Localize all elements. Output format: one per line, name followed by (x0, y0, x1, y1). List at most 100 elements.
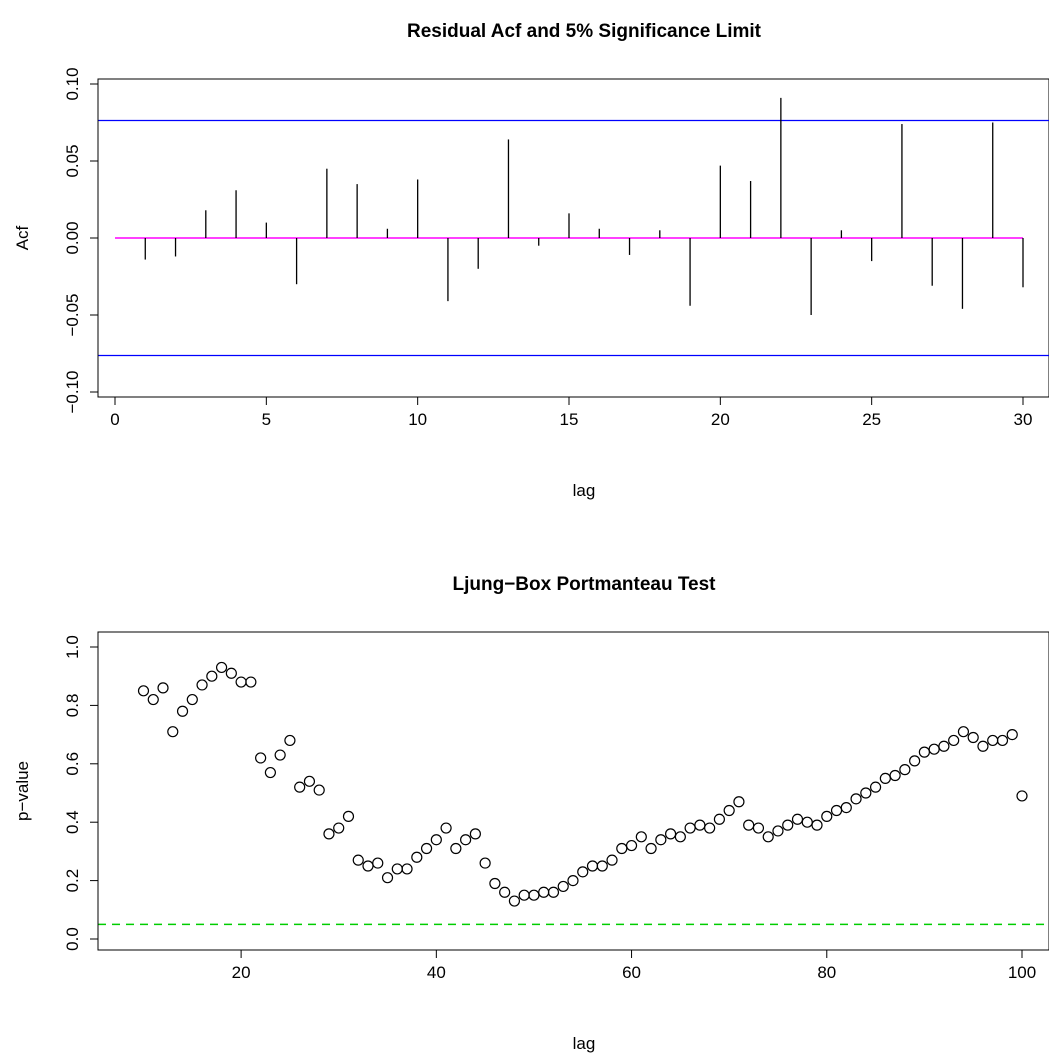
ljung-box-point-lag-25 (284, 734, 296, 747)
ljung-box-point-lag-56 (586, 860, 599, 872)
ljung-box-point-lag-63 (655, 834, 667, 846)
ljung-box-x-tick-label: 20 (232, 963, 251, 982)
ljung-box-point-lag-90 (918, 746, 930, 758)
ljung-box-x-axis-label: lag (573, 1034, 596, 1053)
ljung-box-y-tick-label: 0.8 (63, 694, 82, 718)
ljung-box-point-lag-42 (450, 842, 462, 855)
ljung-box-y-tick-label: 0.4 (63, 810, 82, 834)
ljung-box-point-lag-34 (372, 857, 384, 869)
acf-y-tick-label: 0.10 (63, 67, 82, 100)
acf-title: Residual Acf and 5% Significance Limit (407, 21, 762, 42)
ljung-box-point-lag-82 (840, 801, 852, 814)
ljung-box-point-lag-79 (811, 819, 823, 831)
ljung-box-points (137, 661, 1028, 907)
ljung-box-point-lag-29 (323, 828, 335, 840)
ljung-box-point-lag-32 (352, 854, 364, 866)
ljung-box-plot-frame (97, 631, 1049, 951)
acf-limit-lines (98, 119, 1049, 357)
ljung-box-point-lag-58 (606, 854, 618, 866)
acf-x-tick-label: 30 (1014, 410, 1033, 429)
ljung-box-point-lag-60 (625, 839, 638, 852)
ljung-box-point-lag-15 (186, 693, 198, 706)
ljung-box-point-lag-62 (645, 842, 657, 855)
ljung-box-point-lag-95 (967, 731, 979, 744)
ljung-box-point-lag-89 (909, 755, 921, 767)
acf-y-axis-label: Acf (13, 225, 32, 250)
ljung-box-point-lag-83 (850, 793, 862, 805)
ljung-box-point-lag-80 (821, 810, 833, 822)
ljung-box-point-lag-81 (830, 804, 843, 817)
ljung-box-point-lag-99 (1006, 728, 1018, 741)
ljung-box-point-lag-31 (342, 810, 355, 822)
ljung-box-point-lag-97 (987, 734, 999, 747)
ljung-box-point-lag-100 (1016, 790, 1028, 802)
ljung-box-point-lag-98 (996, 734, 1009, 747)
ljung-box-point-lag-96 (977, 740, 989, 752)
ljung-box-x-tick-label: 80 (817, 963, 836, 982)
ljung-box-point-lag-38 (411, 851, 423, 863)
ljung-box-point-lag-27 (303, 775, 316, 787)
ljung-box-point-lag-13 (167, 726, 179, 738)
ljung-box-point-lag-92 (938, 740, 950, 752)
ljung-box-y-tick-label: 0.2 (63, 869, 82, 893)
ljung-box-point-lag-66 (684, 822, 696, 834)
ljung-box-x-tick-label: 60 (622, 963, 641, 982)
ljung-box-point-lag-75 (772, 825, 784, 837)
acf-x-axis-label: lag (573, 481, 596, 500)
ljung-box-point-lag-73 (752, 822, 765, 834)
ljung-box-point-lag-45 (479, 857, 491, 869)
ljung-box-title: Ljung−Box Portmanteau Test (452, 574, 716, 595)
ljung-box-point-lag-77 (791, 813, 804, 825)
ljung-box-point-lag-68 (704, 822, 716, 834)
ljung-box-point-lag-46 (489, 877, 501, 890)
ljung-box-point-lag-16 (196, 679, 208, 691)
acf-x-tick-label: 25 (862, 410, 881, 429)
ljung-box-y-axis: 0.0 0.2 0.4 0.6 0.8 1.0 (63, 635, 99, 951)
ljung-box-point-lag-35 (381, 872, 394, 884)
ljung-box-point-lag-30 (333, 822, 345, 834)
acf-x-tick-label: 0 (110, 410, 119, 429)
ljung-box-point-lag-76 (782, 819, 794, 831)
acf-bars (144, 97, 1024, 315)
ljung-box-point-lag-22 (255, 752, 267, 764)
acf-x-tick-label: 10 (408, 410, 427, 429)
ljung-box-x-axis: 20 40 60 80 100 (232, 949, 1036, 982)
ljung-box-point-lag-36 (391, 863, 403, 875)
acf-y-tick-label: 0.05 (63, 144, 82, 177)
ljung-box-point-lag-51 (538, 886, 550, 898)
ljung-box-y-tick-label: 1.0 (63, 635, 82, 659)
ljung-box-point-lag-91 (928, 743, 940, 755)
acf-x-axis: 0 5 10 15 20 25 30 (110, 396, 1033, 429)
ljung-box-point-lag-49 (518, 889, 530, 901)
ljung-box-point-lag-94 (957, 726, 970, 738)
ljung-box-point-lag-72 (743, 819, 755, 831)
ljung-box-point-lag-10 (137, 685, 150, 697)
ljung-box-point-lag-43 (460, 834, 472, 846)
ljung-box-point-lag-59 (616, 842, 628, 855)
ljung-box-point-lag-86 (879, 772, 891, 785)
ljung-box-point-lag-69 (713, 813, 726, 825)
ljung-box-point-lag-12 (157, 682, 169, 694)
ljung-box-point-lag-88 (899, 764, 911, 776)
ljung-box-point-lag-84 (860, 787, 872, 799)
ljung-box-point-lag-85 (869, 781, 882, 793)
ljung-box-x-tick-label: 100 (1008, 963, 1036, 982)
ljung-box-point-lag-71 (733, 796, 745, 808)
ljung-box-x-tick-label: 40 (427, 963, 446, 982)
ljung-box-point-lag-41 (440, 822, 452, 834)
ljung-box-y-axis-label: p−value (13, 761, 32, 821)
ljung-box-point-lag-52 (547, 886, 560, 898)
ljung-box-point-lag-33 (362, 860, 374, 872)
ljung-box-point-lag-53 (557, 880, 569, 893)
acf-y-tick-label: −0.10 (63, 370, 82, 413)
ljung-box-y-tick-label: 0.6 (63, 752, 82, 776)
ljung-box-point-lag-93 (948, 734, 960, 747)
ljung-box-point-lag-64 (664, 828, 677, 840)
acf-y-tick-label: −0.05 (63, 293, 82, 336)
ljung-box-point-lag-61 (635, 831, 647, 843)
ljung-box-point-lag-48 (508, 895, 521, 907)
ljung-box-point-lag-57 (596, 860, 608, 872)
ljung-box-point-lag-78 (801, 816, 813, 828)
ljung-box-point-lag-70 (723, 804, 735, 817)
ljung-box-panel: Ljung−Box Portmanteau Test 20 40 60 80 100 0… (13, 574, 1049, 1053)
